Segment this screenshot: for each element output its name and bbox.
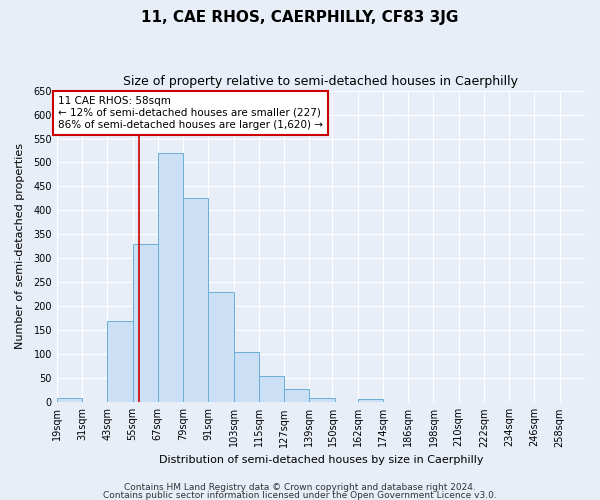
Text: 11 CAE RHOS: 58sqm
← 12% of semi-detached houses are smaller (227)
86% of semi-d: 11 CAE RHOS: 58sqm ← 12% of semi-detache…: [58, 96, 323, 130]
Text: Contains HM Land Registry data © Crown copyright and database right 2024.: Contains HM Land Registry data © Crown c…: [124, 484, 476, 492]
Bar: [358, 399, 383, 402]
Text: Contains public sector information licensed under the Open Government Licence v3: Contains public sector information licen…: [103, 491, 497, 500]
Bar: [310, 398, 335, 402]
Bar: [107, 321, 133, 402]
Text: 11, CAE RHOS, CAERPHILLY, CF83 3JG: 11, CAE RHOS, CAERPHILLY, CF83 3JG: [142, 10, 458, 25]
Bar: [183, 198, 208, 402]
Title: Size of property relative to semi-detached houses in Caerphilly: Size of property relative to semi-detach…: [124, 75, 518, 88]
X-axis label: Distribution of semi-detached houses by size in Caerphilly: Distribution of semi-detached houses by …: [158, 455, 483, 465]
Bar: [284, 389, 310, 402]
Bar: [57, 398, 82, 402]
Bar: [158, 153, 183, 402]
Bar: [233, 352, 259, 403]
Bar: [208, 292, 233, 403]
Bar: [259, 376, 284, 402]
Y-axis label: Number of semi-detached properties: Number of semi-detached properties: [15, 144, 25, 350]
Bar: [133, 244, 158, 402]
